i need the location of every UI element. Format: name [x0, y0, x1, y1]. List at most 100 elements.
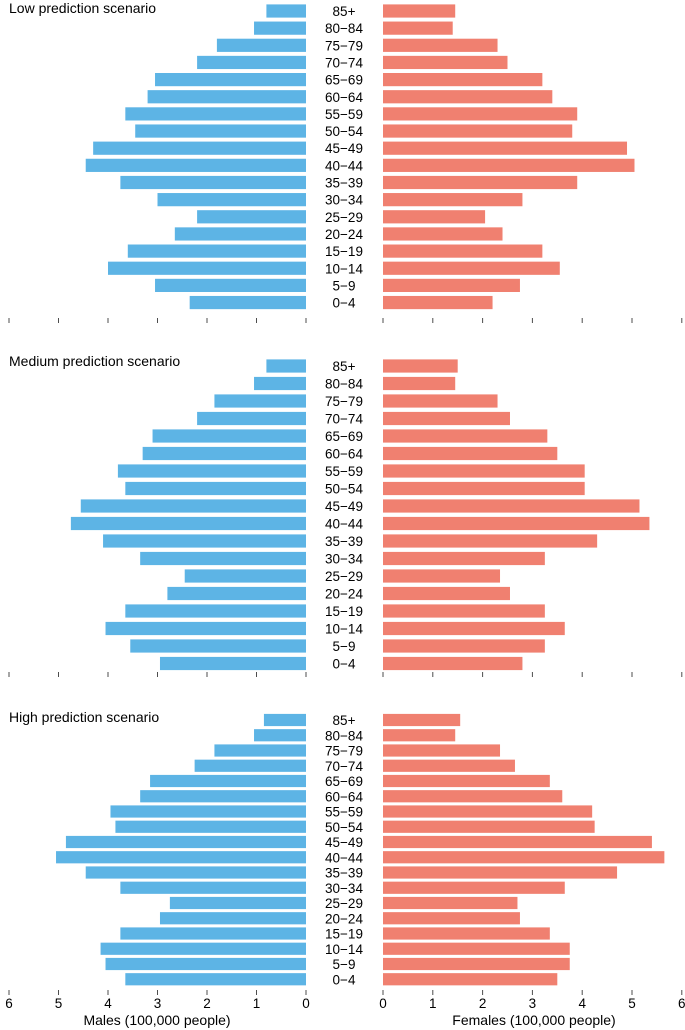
male-bar: [266, 4, 306, 18]
female-bar: [383, 774, 550, 788]
age-group-label: 40−44: [325, 850, 363, 865]
female-bar: [383, 881, 565, 894]
female-axis-tick-label: 4: [578, 996, 586, 1011]
age-group-label: 15−19: [325, 604, 363, 619]
male-axis-tick-label: 3: [154, 996, 162, 1011]
female-bar: [383, 359, 458, 373]
male-bar: [125, 973, 306, 986]
pyramid-panel: Medium prediction scenario 85+ 80−84 75−79 7…: [8, 353, 683, 677]
age-group-label: 85+: [333, 713, 356, 728]
male-bar: [103, 534, 306, 548]
age-group-label: 65−69: [325, 774, 363, 789]
female-bar: [383, 411, 510, 426]
male-bar: [194, 759, 306, 772]
male-bar: [140, 790, 306, 803]
male-bar: [155, 278, 306, 292]
male-bar: [105, 957, 307, 971]
female-axis-tick-label: 1: [429, 996, 437, 1011]
female-bar: [383, 90, 553, 104]
male-bar: [216, 38, 306, 52]
male-bar: [197, 210, 306, 224]
age-group-label: 45−49: [325, 499, 363, 514]
panel-title: High prediction scenario: [9, 709, 159, 725]
male-bar: [189, 295, 306, 310]
age-group-label: 50−54: [325, 820, 363, 835]
female-bar: [383, 73, 543, 87]
female-bar: [383, 278, 520, 292]
age-group-label: 30−34: [325, 193, 363, 208]
age-group-label: 65−69: [325, 73, 363, 88]
age-group-label: 20−24: [325, 227, 363, 242]
age-group-label: 35−39: [325, 866, 363, 881]
male-bar: [184, 569, 306, 583]
age-group-label: 55−59: [325, 464, 363, 479]
age-group-label: 80−84: [325, 21, 363, 36]
female-bar: [383, 244, 543, 258]
male-bar: [80, 499, 307, 513]
female-bar: [383, 429, 548, 443]
age-group-label: 5−9: [333, 957, 356, 972]
male-bar: [214, 394, 306, 408]
male-bar: [152, 429, 306, 443]
age-group-label: 70−74: [325, 55, 363, 70]
female-bar: [383, 499, 640, 513]
female-bar: [383, 639, 545, 653]
male-bar: [93, 141, 307, 155]
female-bar: [383, 193, 523, 207]
male-axis-tick-label: 1: [253, 996, 261, 1011]
male-bar: [127, 244, 306, 258]
male-bar: [115, 820, 306, 833]
age-group-label: 55−59: [325, 805, 363, 820]
age-group-label: 55−59: [325, 107, 363, 122]
age-group-label: 5−9: [333, 639, 356, 654]
male-bar: [263, 713, 306, 727]
male-bar: [65, 835, 306, 849]
male-bar: [108, 261, 306, 275]
age-group-label: 40−44: [325, 517, 363, 532]
male-bar: [120, 881, 306, 894]
female-bar: [383, 896, 518, 910]
age-group-label: 75−79: [325, 394, 363, 409]
male-axis-tick-label: 0: [302, 996, 310, 1011]
male-bar: [125, 481, 306, 496]
male-axis-tick-label: 6: [5, 996, 13, 1011]
age-group-label: 85+: [333, 4, 356, 19]
male-bar: [140, 551, 306, 566]
female-bar: [383, 534, 598, 548]
age-group-label: 10−14: [325, 942, 363, 957]
female-bar: [383, 656, 523, 671]
female-bar: [383, 394, 498, 408]
female-bar: [383, 820, 595, 833]
panels: Low prediction scenario 85+80−8475−7970−7…: [8, 0, 683, 987]
male-bar: [159, 912, 306, 925]
male-bar: [254, 729, 306, 742]
female-bar: [383, 376, 456, 391]
female-bar: [383, 516, 650, 531]
female-bar: [383, 4, 456, 18]
age-group-label: 35−39: [325, 534, 363, 549]
female-bar: [383, 464, 585, 478]
age-group-label: 30−34: [325, 881, 363, 896]
female-bar: [383, 729, 456, 742]
female-bar: [383, 569, 501, 583]
female-bar: [383, 942, 570, 955]
female-bar: [383, 759, 515, 772]
male-bar: [147, 90, 306, 104]
male-bar: [130, 639, 306, 653]
male-bar: [56, 851, 307, 864]
male-bar: [214, 744, 306, 757]
male-bar: [125, 107, 306, 121]
female-bar: [383, 446, 558, 461]
x-axis: 6 5 4 3 2 1 0 0 1 2 3 4 5 6: [5, 990, 685, 1011]
female-axis-tick-label: 2: [479, 996, 487, 1011]
male-bar: [135, 124, 306, 138]
female-bar: [383, 175, 578, 190]
age-group-label: 20−24: [325, 587, 363, 602]
male-bar: [155, 73, 306, 87]
female-bar: [383, 158, 635, 172]
male-bar: [167, 586, 306, 601]
male-bar: [254, 21, 306, 35]
male-bar: [105, 621, 307, 636]
female-bar: [383, 973, 558, 986]
age-group-label: 50−54: [325, 482, 363, 497]
